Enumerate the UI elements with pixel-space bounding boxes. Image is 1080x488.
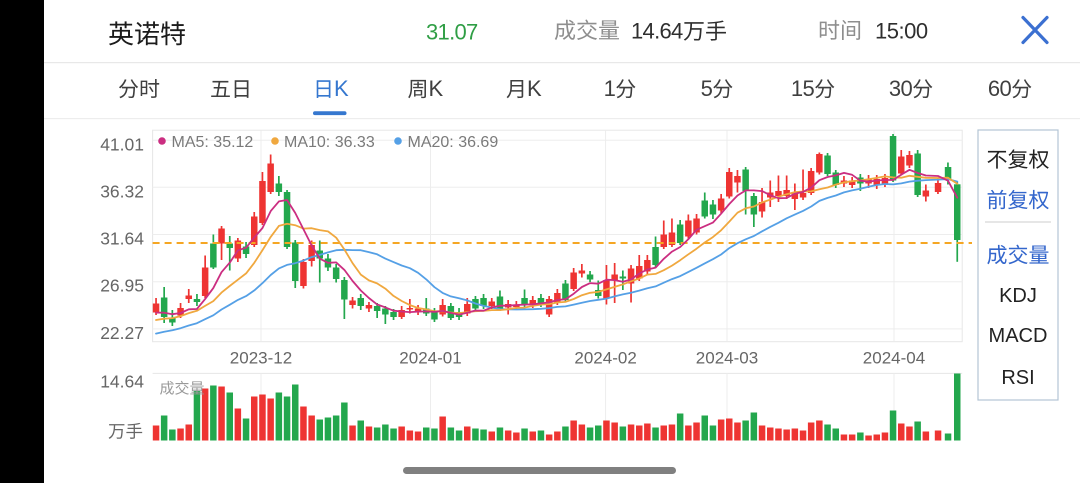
- svg-text:KDJ: KDJ: [999, 285, 1037, 307]
- svg-text:14.64: 14.64: [100, 372, 144, 392]
- svg-text:0: 0: [901, 76, 913, 101]
- svg-text:K: K: [527, 76, 542, 101]
- svg-text:3: 3: [889, 76, 901, 101]
- svg-text:41.01: 41.01: [100, 134, 144, 154]
- svg-text:1: 1: [604, 76, 616, 101]
- svg-text:2023-12: 2023-12: [230, 349, 292, 368]
- svg-text:MA10: 36.33: MA10: 36.33: [284, 134, 375, 151]
- svg-text:14.64: 14.64: [631, 19, 683, 44]
- svg-text:22.27: 22.27: [100, 323, 144, 343]
- svg-text:1: 1: [791, 76, 803, 101]
- svg-text:31.07: 31.07: [426, 20, 478, 45]
- svg-text:5: 5: [701, 76, 713, 101]
- svg-text:RSI: RSI: [1001, 367, 1034, 389]
- svg-text:5: 5: [803, 76, 815, 101]
- svg-text:K: K: [428, 76, 443, 101]
- svg-text:2024-04: 2024-04: [863, 349, 925, 368]
- svg-text:K: K: [334, 76, 349, 101]
- svg-text:2024-02: 2024-02: [574, 349, 636, 368]
- svg-text:MA20: 36.69: MA20: 36.69: [408, 134, 499, 151]
- svg-text:15:00: 15:00: [875, 19, 928, 44]
- svg-text:MA5: 35.12: MA5: 35.12: [172, 134, 254, 151]
- svg-text:2024-03: 2024-03: [696, 349, 758, 368]
- svg-text:MACD: MACD: [989, 325, 1048, 347]
- svg-text:31.64: 31.64: [100, 229, 144, 249]
- svg-text:2024-01: 2024-01: [399, 349, 461, 368]
- svg-text:26.95: 26.95: [100, 276, 144, 296]
- svg-text:6: 6: [988, 76, 1000, 101]
- svg-text:36.32: 36.32: [100, 181, 144, 201]
- svg-text:0: 0: [1000, 76, 1012, 101]
